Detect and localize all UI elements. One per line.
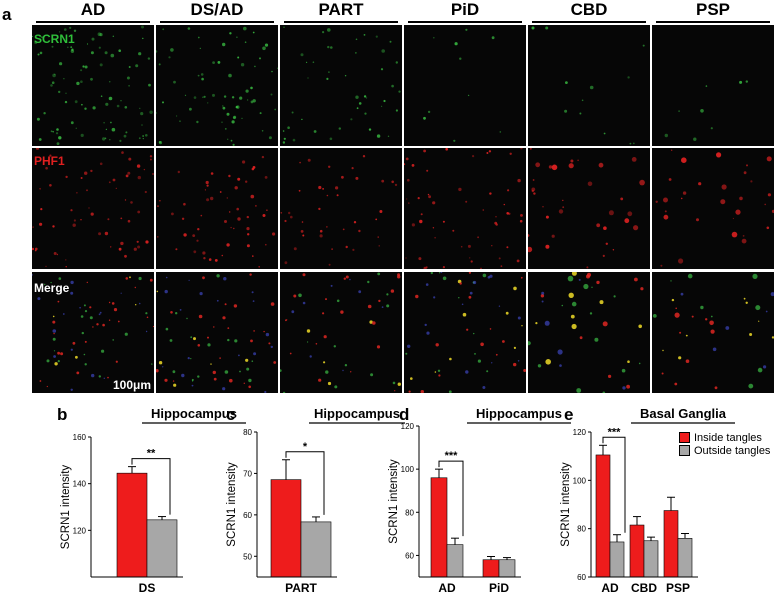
bar-inside-tangles bbox=[482, 559, 500, 578]
chart-title: Basal Ganglia bbox=[640, 406, 727, 421]
y-axis-label: SCRN1 intensity bbox=[226, 462, 238, 547]
y-tick-label: 70 bbox=[243, 469, 252, 478]
micrograph-tile bbox=[652, 25, 774, 146]
row-label-merge: Merge bbox=[34, 281, 70, 295]
x-category-label: AD bbox=[601, 581, 619, 595]
micrograph-tile bbox=[404, 272, 526, 393]
chart-title: Hippocampus bbox=[314, 406, 400, 421]
scale-bar bbox=[113, 393, 153, 396]
bar-inside-tangles bbox=[629, 524, 645, 578]
panel-d-letter: d bbox=[399, 405, 409, 424]
bar-outside-tangles bbox=[643, 540, 659, 578]
y-tick-label: 100 bbox=[401, 465, 415, 474]
micrograph-tile bbox=[404, 25, 526, 146]
y-tick-label: 60 bbox=[577, 573, 586, 582]
y-axis-label: SCRN1 intensity bbox=[60, 465, 72, 550]
y-tick-label: 60 bbox=[405, 551, 414, 560]
micrograph-tile bbox=[32, 25, 154, 146]
y-tick-label: 140 bbox=[73, 480, 87, 489]
y-tick-label: 120 bbox=[73, 526, 87, 535]
y-tick-label: 50 bbox=[243, 552, 252, 561]
micrograph-tile bbox=[32, 148, 154, 269]
panel-b-letter: b bbox=[57, 405, 67, 424]
micrograph-tile bbox=[156, 25, 278, 146]
bar-inside-tangles bbox=[116, 472, 148, 578]
bar-outside-tangles bbox=[300, 521, 332, 578]
y-tick-label: 120 bbox=[573, 428, 587, 437]
column-header-2: PART bbox=[318, 0, 364, 19]
micrograph-tile bbox=[156, 148, 278, 269]
significance-label: ** bbox=[147, 448, 156, 460]
significance-label: *** bbox=[445, 450, 459, 462]
column-header-underline bbox=[408, 21, 522, 23]
bar-outside-tangles bbox=[498, 559, 516, 578]
legend-label-inside: Inside tangles bbox=[694, 431, 762, 444]
bar-inside-tangles bbox=[663, 510, 679, 578]
row-label-scrn1: SCRN1 bbox=[34, 32, 75, 46]
panel-a-letter: a bbox=[2, 5, 12, 24]
bar-inside-tangles bbox=[270, 479, 302, 578]
y-tick-label: 80 bbox=[577, 525, 586, 534]
x-category-label: CBD bbox=[631, 581, 657, 595]
micrograph-tile bbox=[528, 272, 650, 393]
scale-bar-label: 100μm bbox=[113, 378, 152, 392]
column-header-underline bbox=[284, 21, 398, 23]
significance-bracket bbox=[285, 451, 325, 515]
micrograph-tile bbox=[32, 272, 154, 393]
y-tick-label: 80 bbox=[243, 428, 252, 437]
bar-outside-tangles bbox=[677, 538, 693, 578]
legend-swatch-outside bbox=[679, 445, 690, 456]
y-axis-label: SCRN1 intensity bbox=[388, 459, 400, 544]
panel-e-letter: e bbox=[564, 405, 573, 424]
significance-bracket bbox=[438, 460, 464, 537]
micrograph-tile bbox=[280, 148, 402, 269]
x-category-label: PART bbox=[285, 581, 317, 595]
significance-bracket bbox=[602, 436, 626, 533]
legend-label-outside: Outside tangles bbox=[694, 444, 771, 457]
x-category-label: PSP bbox=[666, 581, 690, 595]
significance-label: *** bbox=[608, 426, 622, 438]
micrograph-tile bbox=[280, 25, 402, 146]
y-tick-label: 160 bbox=[73, 433, 87, 442]
column-header-5: PSP bbox=[695, 0, 731, 19]
y-tick-label: 80 bbox=[405, 508, 414, 517]
bar-outside-tangles bbox=[446, 544, 464, 578]
micrograph-tile bbox=[528, 148, 650, 269]
column-header-0: AD bbox=[80, 0, 106, 19]
column-header-underline bbox=[160, 21, 274, 23]
legend-swatch-inside bbox=[679, 432, 690, 443]
micrograph-tile bbox=[528, 25, 650, 146]
bar-inside-tangles bbox=[595, 454, 611, 578]
bar-outside-tangles bbox=[609, 541, 625, 578]
micrograph-tile bbox=[652, 272, 774, 393]
bar-inside-tangles bbox=[430, 477, 448, 578]
panel-c-letter: c bbox=[226, 405, 235, 424]
micrograph-tile bbox=[652, 148, 774, 269]
significance-label: * bbox=[303, 441, 308, 453]
column-header-underline bbox=[36, 21, 150, 23]
column-header-underline bbox=[532, 21, 646, 23]
legend: Inside tangles Outside tangles bbox=[679, 431, 770, 457]
column-header-3: PiD bbox=[450, 0, 480, 19]
column-header-1: DS/AD bbox=[190, 0, 244, 19]
x-category-label: DS bbox=[139, 581, 156, 595]
bar-outside-tangles bbox=[146, 519, 178, 578]
significance-bracket bbox=[131, 458, 171, 515]
x-category-label: PiD bbox=[489, 581, 509, 595]
y-tick-label: 100 bbox=[573, 476, 587, 485]
micrograph-tile bbox=[156, 272, 278, 393]
column-header-underline bbox=[656, 21, 770, 23]
y-tick-label: 120 bbox=[401, 422, 415, 431]
column-header-4: CBD bbox=[570, 0, 608, 19]
row-label-phf1: PHF1 bbox=[34, 154, 65, 168]
y-axis-label: SCRN1 intensity bbox=[560, 462, 572, 547]
micrograph-tile bbox=[280, 272, 402, 393]
x-category-label: AD bbox=[438, 581, 456, 595]
y-tick-label: 60 bbox=[243, 511, 252, 520]
chart-title: Hippocampus bbox=[151, 406, 237, 421]
micrograph-tile bbox=[404, 148, 526, 269]
chart-title: Hippocampus bbox=[476, 406, 562, 421]
